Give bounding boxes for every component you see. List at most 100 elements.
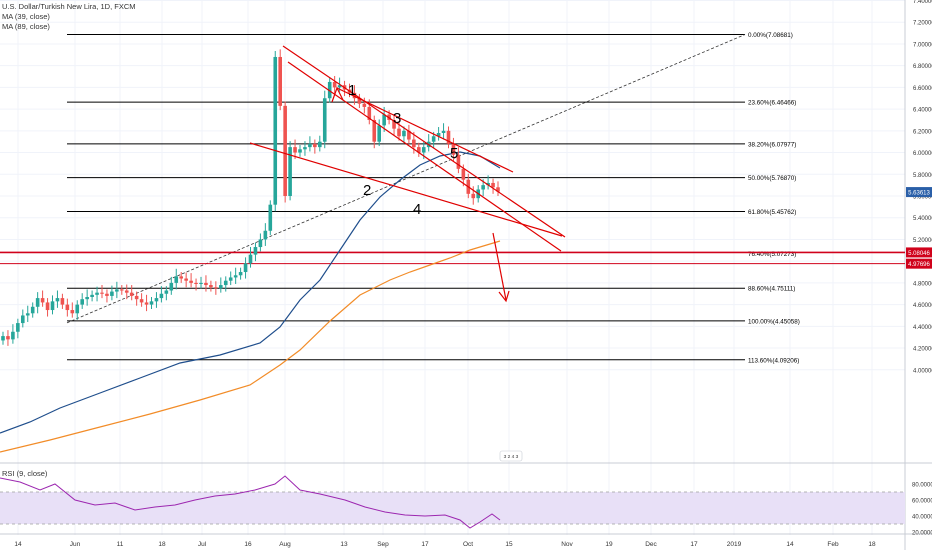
candle-body bbox=[100, 292, 104, 294]
candle-body bbox=[149, 301, 154, 305]
candle-body bbox=[283, 105, 287, 196]
time-tick-label: 2019 bbox=[727, 541, 742, 548]
candle-body bbox=[1, 336, 5, 341]
candle-body bbox=[491, 182, 495, 188]
candle-body bbox=[223, 280, 228, 286]
ma39-legend: MA (39, close) bbox=[2, 12, 50, 21]
candle-body bbox=[129, 292, 134, 296]
event-widget bbox=[499, 450, 523, 462]
candle-body bbox=[228, 277, 233, 281]
time-tick-label: 19 bbox=[605, 541, 613, 548]
wave-label: 5 bbox=[450, 145, 458, 162]
price-tick-label: 7.20000 bbox=[913, 21, 932, 27]
time-tick-label: Dec bbox=[645, 541, 657, 548]
wave-label: 2 bbox=[363, 182, 371, 199]
candle-body bbox=[268, 204, 273, 231]
time-tick-label: 16 bbox=[244, 541, 252, 548]
candle-body bbox=[417, 147, 421, 153]
candle-body bbox=[184, 278, 188, 281]
candle-body bbox=[35, 298, 40, 307]
candle-body bbox=[16, 323, 20, 332]
time-tick-label: 11 bbox=[117, 541, 124, 548]
time-tick-label: Sep bbox=[377, 541, 389, 548]
candle-body bbox=[214, 287, 218, 289]
candle-body bbox=[461, 168, 466, 180]
candle-body bbox=[238, 272, 243, 276]
wave-label: 3 bbox=[393, 110, 401, 127]
candle-body bbox=[199, 282, 203, 284]
rsi-tick-label: 40.0000 bbox=[912, 515, 932, 521]
candle-body bbox=[90, 294, 94, 298]
trend-line bbox=[249, 142, 563, 237]
price-tick-label: 6.80000 bbox=[913, 64, 932, 70]
candle-body bbox=[496, 187, 500, 192]
candle-body bbox=[115, 289, 119, 292]
price-tick-label: 6.40000 bbox=[913, 108, 932, 114]
fib-label: 61.80%(5.45762) bbox=[748, 209, 796, 216]
candle-body bbox=[124, 290, 129, 293]
rsi-tick-label: 20.0000 bbox=[912, 531, 932, 537]
price-tick-label: 4.40000 bbox=[913, 325, 932, 331]
candle-body bbox=[75, 304, 80, 314]
candle-body bbox=[446, 130, 451, 144]
time-tick-label: Feb bbox=[827, 541, 839, 548]
fib-label: 76.40%(5.07273) bbox=[748, 251, 796, 258]
price-tick-label: 4.80000 bbox=[913, 281, 932, 287]
time-tick-label: 14 bbox=[14, 541, 22, 548]
candle-body bbox=[65, 304, 70, 311]
candle-body bbox=[421, 147, 426, 153]
candle-body bbox=[372, 119, 377, 142]
candle-body bbox=[441, 130, 446, 134]
projection-arrow-head bbox=[498, 290, 510, 303]
ma39-line bbox=[0, 151, 501, 434]
candle-body bbox=[134, 295, 139, 300]
candle-body bbox=[164, 290, 169, 294]
candle-body bbox=[209, 285, 213, 288]
price-tick-label: 5.80000 bbox=[913, 173, 932, 179]
candle-body bbox=[397, 128, 401, 137]
fib-label: 50.00%(5.76870) bbox=[748, 175, 796, 182]
ma89-line bbox=[0, 240, 501, 453]
candle-body bbox=[80, 299, 84, 305]
candle-body bbox=[70, 310, 75, 314]
candle-body bbox=[412, 139, 416, 148]
price-tick-label: 4.20000 bbox=[913, 347, 932, 353]
candle-body bbox=[95, 292, 99, 295]
candle-body bbox=[253, 247, 258, 255]
price-tick-label: 4.60000 bbox=[913, 303, 932, 309]
candle-body bbox=[431, 136, 436, 142]
candle-body bbox=[486, 182, 490, 186]
candle-body bbox=[337, 85, 342, 88]
candle-body bbox=[50, 301, 55, 311]
time-tick-label: 17 bbox=[421, 541, 429, 548]
time-tick-label: 13 bbox=[340, 541, 348, 548]
candle-body bbox=[278, 56, 282, 106]
price-tick-label: 5.60000 bbox=[913, 194, 932, 200]
time-tick-label: 18 bbox=[868, 541, 876, 548]
price-tag bbox=[906, 247, 932, 258]
rsi-line bbox=[0, 475, 501, 529]
time-tick-label: Jun bbox=[70, 541, 81, 548]
candle-body bbox=[327, 81, 332, 99]
candle-body bbox=[357, 98, 362, 104]
time-tick-label: 17 bbox=[690, 541, 698, 548]
candle-body bbox=[248, 254, 253, 264]
candle-body bbox=[392, 119, 396, 129]
candle-body bbox=[6, 336, 10, 340]
candle-body bbox=[263, 230, 268, 240]
fib-label: 88.60%(4.75111) bbox=[748, 286, 795, 293]
time-tick-label: Jul bbox=[198, 541, 207, 548]
candle-body bbox=[105, 293, 109, 296]
candle-body bbox=[436, 133, 441, 137]
candle-body bbox=[258, 239, 263, 248]
candle-body bbox=[40, 298, 45, 303]
candle-body bbox=[407, 130, 411, 140]
candle-body bbox=[481, 185, 485, 190]
trend-line bbox=[282, 45, 566, 238]
wave-arrow bbox=[331, 86, 344, 103]
trend-line bbox=[336, 87, 514, 173]
event-widget-label: 3 2 4 3 bbox=[504, 454, 519, 460]
candle-body bbox=[189, 280, 193, 283]
